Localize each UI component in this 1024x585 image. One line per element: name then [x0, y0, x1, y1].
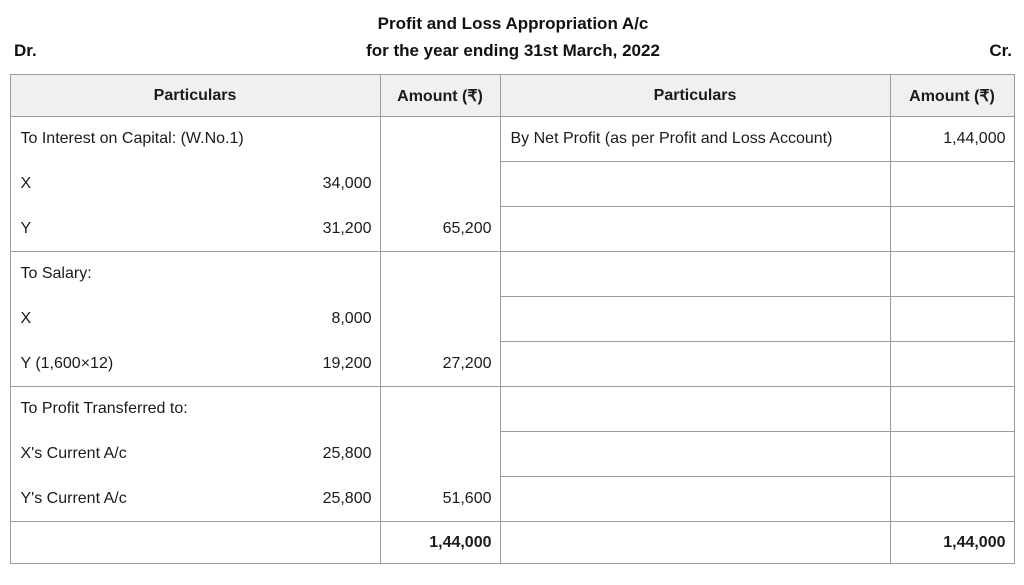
- column-header-credit-particulars: Particulars: [500, 74, 891, 117]
- debit-amount-cell: [380, 161, 501, 207]
- table-row: Y (1,600×12) 19,200 27,200: [10, 341, 1014, 387]
- credit-amount-cell: [890, 296, 1014, 342]
- debit-sub-amount: 31,200: [322, 219, 372, 237]
- debit-amount-cell: [380, 431, 501, 477]
- table-row: Y 31,200 65,200: [10, 206, 1014, 252]
- table-total-row: 1,44,000 1,44,000: [10, 521, 1014, 564]
- table-header-row: Particulars Amount (₹) Particulars Amoun…: [10, 74, 1014, 117]
- debit-particulars-inner: X's Current A/c 25,800: [21, 445, 372, 463]
- debit-particular-text: To Profit Transferred to:: [20, 400, 188, 418]
- debit-particulars-inner: Y 31,200: [21, 220, 372, 238]
- cr-label: Cr.: [989, 41, 1012, 60]
- debit-particulars-cell: X 8,000: [10, 296, 381, 342]
- credit-particulars-cell: [500, 251, 891, 297]
- debit-particular-text: X's Current A/c: [20, 445, 127, 462]
- debit-particulars-inner: To Profit Transferred to:: [21, 400, 372, 418]
- credit-amount-cell: [890, 386, 1014, 432]
- credit-total-amount: 1,44,000: [943, 533, 1006, 551]
- debit-particulars-cell: X 34,000: [10, 161, 381, 207]
- debit-amount-cell: [380, 116, 501, 162]
- document-header: Dr. Profit and Loss Appropriation A/c fo…: [0, 0, 1024, 68]
- debit-particulars-cell: To Profit Transferred to:: [10, 386, 381, 432]
- profit-loss-appropriation-table: Particulars Amount (₹) Particulars Amoun…: [9, 74, 1015, 564]
- debit-particular-text: X: [20, 175, 32, 192]
- debit-amount-cell: 51,600: [380, 476, 501, 522]
- debit-total-particulars-cell: [10, 521, 381, 564]
- debit-particular-text: To Interest on Capital: (W.No.1): [20, 130, 244, 148]
- debit-particulars-inner: Y's Current A/c 25,800: [21, 490, 372, 508]
- credit-amount-cell: [890, 431, 1014, 477]
- debit-particulars-cell: To Interest on Capital: (W.No.1): [10, 116, 381, 162]
- table-row: Y's Current A/c 25,800 51,600: [10, 476, 1014, 522]
- table-row: To Salary:: [10, 251, 1014, 297]
- debit-sub-amount: 34,000: [322, 175, 372, 192]
- credit-amount-cell: [890, 251, 1014, 297]
- debit-particulars-inner: X 8,000: [21, 310, 372, 328]
- title-block: Profit and Loss Appropriation A/c for th…: [84, 10, 942, 64]
- credit-amount-cell: [890, 161, 1014, 207]
- credit-amount-cell: [890, 476, 1014, 522]
- table-row: X 8,000: [10, 296, 1014, 342]
- debit-particular-text: Y's Current A/c: [20, 489, 127, 507]
- page-subtitle: for the year ending 31st March, 2022: [366, 41, 660, 60]
- table-row: To Profit Transferred to:: [10, 386, 1014, 432]
- debit-particular-text: Y (1,600×12): [20, 354, 114, 372]
- credit-particulars-cell: [500, 386, 891, 432]
- column-header-credit-amount: Amount (₹): [890, 74, 1014, 117]
- debit-particulars-cell: Y 31,200: [10, 206, 381, 252]
- debit-particulars-inner: Y (1,600×12) 19,200: [21, 355, 372, 373]
- debit-amount-cell: [380, 296, 501, 342]
- debit-amount-cell: [380, 386, 501, 432]
- credit-particulars-cell: [500, 476, 891, 522]
- debit-amount-cell: 27,200: [380, 341, 501, 387]
- debit-amount-cell: 65,200: [380, 206, 501, 252]
- credit-particulars-cell: [500, 296, 891, 342]
- credit-particulars-cell: [500, 161, 891, 207]
- debit-particulars-inner: X 34,000: [21, 175, 372, 193]
- debit-sub-amount: 25,800: [322, 489, 372, 507]
- credit-particulars-cell: [500, 341, 891, 387]
- debit-particulars-inner: To Salary:: [21, 265, 372, 283]
- credit-total-particulars-cell: [500, 521, 891, 564]
- column-header-debit-particulars: Particulars: [10, 74, 381, 117]
- debit-particular-text: To Salary:: [20, 265, 92, 283]
- dr-label: Dr.: [14, 41, 37, 60]
- credit-amount-cell: [890, 206, 1014, 252]
- debit-particulars-cell: Y's Current A/c 25,800: [10, 476, 381, 522]
- column-header-debit-amount: Amount (₹): [380, 74, 501, 117]
- debit-sub-amount: 19,200: [322, 354, 372, 372]
- table-row: To Interest on Capital: (W.No.1) By Net …: [10, 116, 1014, 162]
- debit-particulars-inner: To Interest on Capital: (W.No.1): [21, 130, 372, 148]
- credit-particulars-cell: [500, 206, 891, 252]
- table-row: X's Current A/c 25,800: [10, 431, 1014, 477]
- debit-amount-cell: [380, 251, 501, 297]
- credit-amount-cell: [890, 341, 1014, 387]
- debit-particulars-cell: Y (1,600×12) 19,200: [10, 341, 381, 387]
- credit-amount-cell: 1,44,000: [890, 116, 1014, 162]
- debit-particulars-cell: To Salary:: [10, 251, 381, 297]
- debit-sub-amount: 25,800: [322, 445, 372, 462]
- debit-sub-amount: 8,000: [331, 310, 372, 327]
- credit-particulars-cell: By Net Profit (as per Profit and Loss Ac…: [500, 116, 891, 162]
- table-row: X 34,000: [10, 161, 1014, 207]
- debit-total-amount: 1,44,000: [380, 521, 501, 564]
- credit-particulars-cell: [500, 431, 891, 477]
- debit-particular-text: X: [20, 310, 32, 327]
- debit-particulars-cell: X's Current A/c 25,800: [10, 431, 381, 477]
- debit-particular-text: Y: [20, 219, 32, 237]
- page-title: Profit and Loss Appropriation A/c: [377, 14, 649, 33]
